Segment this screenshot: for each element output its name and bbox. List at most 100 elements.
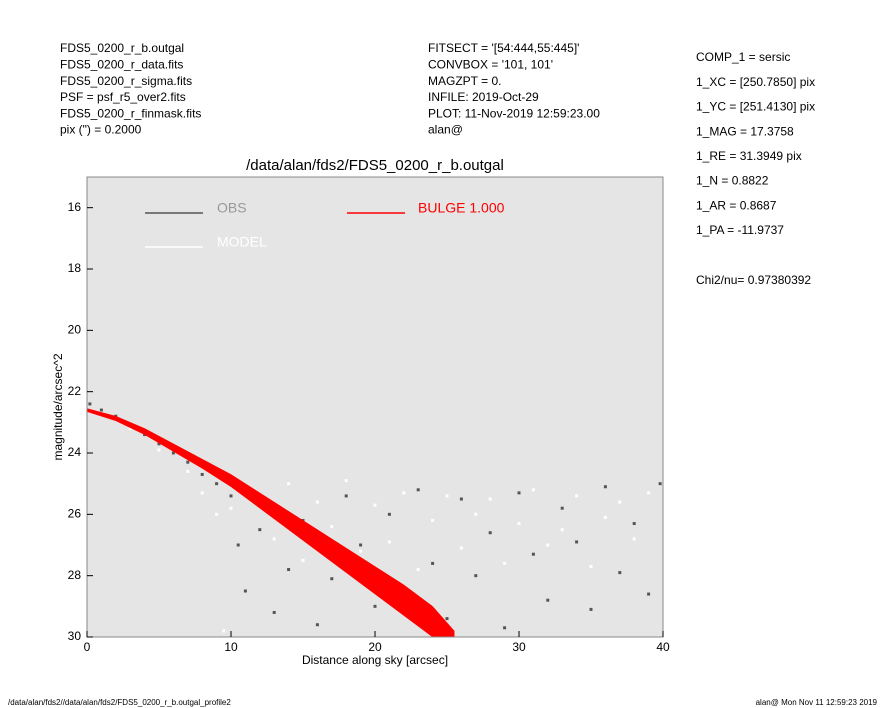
data-point [517,491,521,495]
data-point [99,408,103,412]
data-point [287,482,291,486]
x-axis-label: Distance along sky [arcsec] [302,653,448,667]
data-point [157,448,161,452]
data-point [171,451,175,455]
data-point [402,491,406,495]
footer-left: /data/alan/fds2//data/alan/fds2/FDS5_020… [8,698,231,707]
data-point [560,528,564,532]
x-tick-label: 0 [84,640,91,654]
header-middle-line: MAGZPT = 0. [428,74,501,88]
data-point [236,543,240,547]
header-left-line: pix (") = 0.2000 [60,123,142,137]
data-point [647,592,651,596]
header-middle-line: FITSECT = '[54:444,55:445]' [428,41,579,55]
data-point [459,546,463,550]
header-left-line: FDS5_0200_r_b.outgal [60,41,184,55]
y-tick-label: 18 [68,261,82,275]
data-point [445,494,449,498]
header-right-line: 1_MAG = 17.3758 [696,124,794,138]
data-point [575,494,579,498]
header-middle-line: INFILE: 2019-Oct-29 [428,90,539,104]
header-right-line: 1_PA = -11.9737 [696,223,784,237]
x-tick-label: 20 [368,640,382,654]
y-tick-label: 22 [68,384,82,398]
bulge-band [87,408,455,637]
data-point [416,488,420,492]
header-right-line: 1_N = 0.8822 [696,174,769,188]
data-point [359,549,363,553]
data-point [344,494,348,498]
header-middle-line: PLOT: 11-Nov-2019 12:59:23.00 [428,106,600,120]
data-point [575,540,579,544]
data-point [459,497,463,501]
header-left-line: FDS5_0200_r_data.fits [60,57,183,71]
x-tick-label: 40 [656,640,670,654]
data-point [603,485,607,489]
data-point [531,552,535,556]
plot-background [87,177,663,637]
data-point [474,574,478,578]
data-point [603,515,607,519]
data-point [128,426,132,430]
data-point [546,543,550,547]
data-point [287,568,291,572]
chi-square: Chi2/nu= 0.97380392 [696,273,811,287]
data-point [215,482,219,486]
data-point [503,626,507,630]
y-axis-label: magnitude/arcsec^2 [51,353,65,460]
plot-area [87,402,662,637]
legend-label: MODEL [217,234,267,250]
y-tick-label: 16 [68,200,82,214]
header-right-line: 1_RE = 31.3949 pix [696,149,802,163]
data-point [186,460,190,464]
data-point [560,506,564,510]
data-point [315,623,319,627]
data-point [632,537,636,541]
data-point [431,518,435,522]
data-point [373,503,377,507]
y-tick-label: 26 [68,507,82,521]
header-right-line: 1_YC = [251.4130] pix [696,100,815,114]
data-point [243,589,247,593]
legend-label: BULGE 1.000 [418,200,505,216]
data-point [88,402,92,406]
data-point [517,522,521,526]
y-tick-label: 28 [68,568,82,582]
data-point [546,598,550,602]
data-point [373,604,377,608]
y-tick-label: 30 [68,629,82,643]
data-point [488,531,492,535]
data-point [431,561,435,565]
footer-right: alan@ Mon Nov 11 12:59:23 2019 [756,698,878,707]
data-point [416,568,420,572]
data-point [387,540,391,544]
header-left-line: FDS5_0200_r_sigma.fits [60,74,192,88]
header-right-line: COMP_1 = sersic [696,50,790,64]
header-left-line: PSF = psf_r5_over2.fits [60,90,186,104]
data-point [658,482,662,486]
data-point [618,571,622,575]
data-point [229,494,233,498]
x-tick-label: 30 [512,640,526,654]
data-point [200,491,204,495]
data-point [315,500,319,504]
legend-label: OBS [217,200,247,216]
data-point [200,472,204,476]
data-point [474,512,478,516]
data-point [387,512,391,516]
data-point [222,629,226,633]
header-right-line: 1_AR = 0.8687 [696,198,777,212]
x-tick-label: 10 [224,640,238,654]
data-point [589,564,593,568]
data-point [258,528,262,532]
data-point [503,561,507,565]
chart-title: /data/alan/fds2/FDS5_0200_r_b.outgal [246,157,504,174]
data-point [186,469,190,473]
data-point [445,617,449,621]
data-point [647,491,651,495]
data-point [272,537,276,541]
data-point [531,488,535,492]
data-point [488,497,492,501]
